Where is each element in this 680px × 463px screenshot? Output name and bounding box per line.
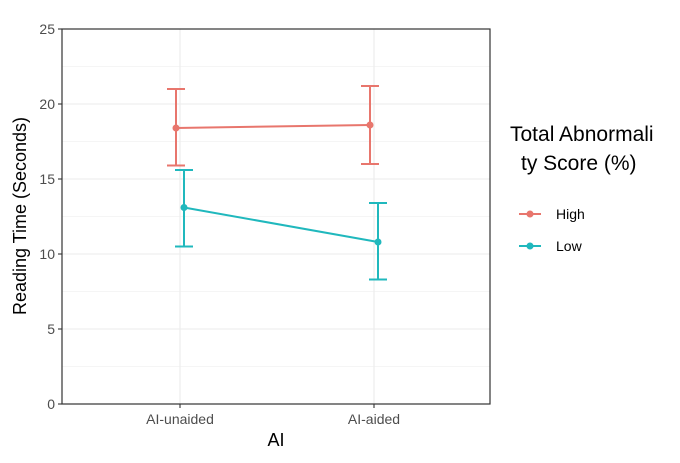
y-tick-label: 20 bbox=[39, 96, 55, 112]
legend-key-point bbox=[526, 210, 534, 218]
data-point bbox=[180, 204, 188, 211]
data-point bbox=[172, 124, 180, 132]
legend-title-line-1: Total Abnormali bbox=[510, 123, 654, 146]
y-tick-label: 15 bbox=[39, 171, 55, 187]
legend-label: Low bbox=[556, 238, 583, 254]
data-point bbox=[374, 238, 382, 246]
x-tick-label: AI-unaided bbox=[146, 411, 214, 427]
legend: Total Abnormali ty Score (%) High Low bbox=[510, 123, 654, 254]
x-axis-title: AI bbox=[267, 430, 284, 450]
series-low bbox=[175, 169, 387, 281]
legend-key-point bbox=[526, 242, 534, 250]
y-tick-label: 0 bbox=[47, 396, 55, 412]
y-axis-ticks: 0 5 10 15 20 25 bbox=[39, 21, 62, 412]
legend-items: High Low bbox=[519, 206, 585, 254]
x-axis-ticks: AI-unaided AI-aided bbox=[146, 404, 400, 427]
y-tick-label: 10 bbox=[39, 246, 55, 262]
series-line bbox=[183, 206, 379, 243]
y-tick-label: 5 bbox=[47, 321, 55, 337]
plot-border bbox=[61, 28, 491, 405]
legend-title-line-2: ty Score (%) bbox=[521, 152, 637, 175]
legend-label: High bbox=[556, 206, 585, 222]
series-line bbox=[175, 124, 371, 129]
series-high bbox=[167, 85, 379, 167]
y-tick-label: 25 bbox=[39, 21, 55, 37]
x-tick-label: AI-aided bbox=[348, 411, 400, 427]
data-point bbox=[366, 121, 374, 129]
series-group bbox=[167, 85, 387, 281]
y-axis-title: Reading Time (Seconds) bbox=[10, 117, 30, 315]
